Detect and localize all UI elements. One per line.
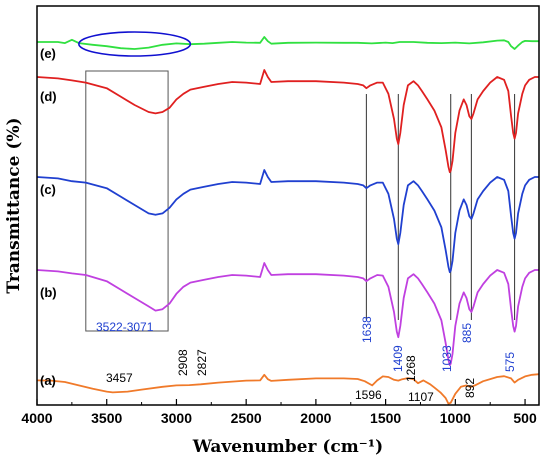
- series-line: [36, 262, 539, 367]
- annotations: 3522-3071 1638 1409 1033 885 575 3457 2908 2827 1…: [96, 316, 517, 404]
- series-label: (b): [40, 285, 57, 300]
- y-axis-title: Transmittance (%): [4, 117, 24, 293]
- peak-annotation: 1107: [408, 390, 434, 404]
- series-layer: [36, 36, 540, 405]
- series-line: [37, 36, 539, 50]
- peak-annotation: 892: [463, 378, 477, 398]
- peak-annotation: 1409: [391, 345, 405, 372]
- peak-annotation: 1638: [360, 316, 374, 343]
- x-tick-label: 3000: [161, 410, 192, 426]
- peak-annotation: 1596: [355, 388, 382, 402]
- peak-annotation: 885: [460, 323, 474, 343]
- x-tick-label: 2500: [231, 410, 262, 426]
- peak-annotation: 2827: [195, 349, 209, 376]
- plot-frame: [36, 5, 540, 406]
- series-label: (a): [40, 373, 56, 388]
- peak-annotation: 3457: [106, 371, 133, 385]
- guide-lines: [365, 94, 516, 320]
- series-line: [36, 69, 539, 174]
- series-line: [36, 373, 540, 405]
- series-label: (c): [40, 182, 56, 197]
- peak-annotation: 1268: [404, 355, 418, 382]
- x-ticks: 4000 3500 3000 2500 2000 1500 1000 500: [21, 399, 537, 426]
- peak-annotation: 1033: [440, 345, 454, 372]
- peak-annotation: 2908: [176, 349, 190, 376]
- peak-annotation: 3522-3071: [96, 320, 154, 334]
- x-tick-label: 1500: [370, 410, 401, 426]
- x-tick-label: 3500: [91, 410, 122, 426]
- series-label: (d): [40, 89, 57, 104]
- peak-annotation: 575: [503, 352, 517, 372]
- highlight-ellipse: [78, 31, 192, 57]
- highlight-box: [85, 70, 169, 332]
- series-label: (e): [40, 46, 56, 61]
- x-tick-label: 4000: [21, 410, 52, 426]
- series-line: [36, 169, 539, 274]
- x-tick-label: 2000: [300, 410, 331, 426]
- series-labels: (a) (b) (c) (d) (e): [40, 46, 57, 388]
- x-tick-label: 1000: [440, 410, 471, 426]
- x-axis-title: Wavenumber (cm⁻¹): [192, 437, 383, 457]
- x-tick-label: 500: [513, 410, 537, 426]
